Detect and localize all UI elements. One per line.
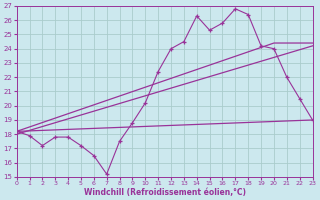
X-axis label: Windchill (Refroidissement éolien,°C): Windchill (Refroidissement éolien,°C) [84,188,245,197]
